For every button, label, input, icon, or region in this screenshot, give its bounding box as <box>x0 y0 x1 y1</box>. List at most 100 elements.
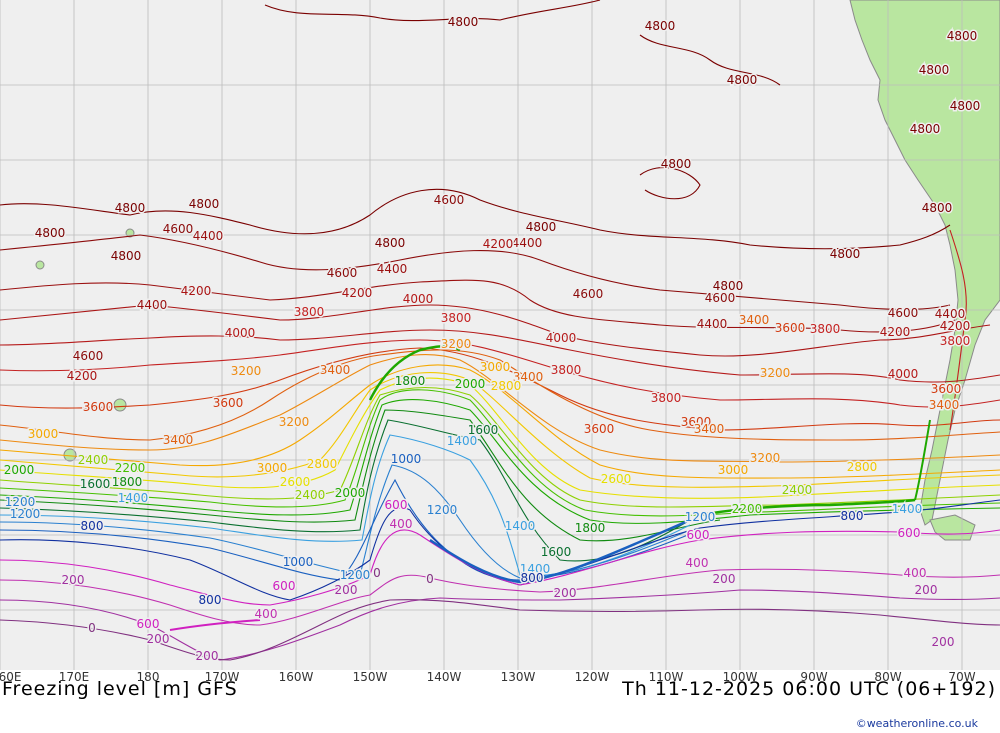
contour-label: 2600 <box>280 475 311 489</box>
longitude-tick: 180 <box>136 670 160 684</box>
contour-800 <box>0 499 1000 601</box>
ocean-background <box>0 0 1000 670</box>
contour-label: 2800 <box>307 457 338 471</box>
contour-label: 2600 <box>601 472 632 486</box>
contour-label: 4400 <box>697 317 728 331</box>
contour-label: 4400 <box>137 298 168 312</box>
contour-label: 4200 <box>67 369 98 383</box>
longitude-tick: 170E <box>58 670 90 684</box>
contour-2200 <box>0 389 1000 517</box>
contour-label: 2800 <box>491 379 522 393</box>
island <box>35 260 45 270</box>
contour-label: 2800 <box>847 460 878 474</box>
contour-label: 2400 <box>78 453 109 467</box>
longitude-tick: 170W <box>204 670 240 684</box>
contour-label: 0 <box>426 572 434 586</box>
contour-3000 <box>0 364 1000 479</box>
contour-label: 4600 <box>573 287 604 301</box>
contour-label: 3800 <box>810 322 841 336</box>
contour-label: 1800 <box>112 475 143 489</box>
freezing-level-map: 4800 4800 4800 4800 4800 4800 4800 4800 4800 4800… <box>0 0 1000 670</box>
contour-1400 <box>0 434 691 577</box>
contour-label: 2000 <box>455 377 486 391</box>
contour-label: 4200 <box>483 237 514 251</box>
contour-label: 400 <box>686 556 709 570</box>
map-datetime: Th 11-12-2025 06:00 UTC (06+192) <box>622 678 996 700</box>
contour-label: 3800 <box>651 391 682 405</box>
longitude-tick: 80W <box>874 670 902 684</box>
contour-label: 3800 <box>940 334 971 348</box>
contour-1800 <box>0 409 721 542</box>
contour-label: 4800 <box>35 226 66 240</box>
contour-label: 3200 <box>441 337 472 351</box>
contour-label: 200 <box>554 586 577 600</box>
contour-label: 2200 <box>115 461 146 475</box>
contour-600 <box>0 529 1000 606</box>
contour-label: 3600 <box>775 321 806 335</box>
contour-label: 1400 <box>520 562 551 576</box>
contour-4600 <box>0 234 951 311</box>
contour-label: 800 <box>81 519 104 533</box>
contour-1200 <box>0 464 691 579</box>
contour-4800-b <box>639 167 701 200</box>
contour-label: 4400 <box>935 307 966 321</box>
contour-label: 4000 <box>403 292 434 306</box>
contour-label: 400 <box>390 517 413 531</box>
longitude-tick: 150W <box>352 670 388 684</box>
contour-2600 <box>0 377 1000 499</box>
contour-label: 3000 <box>718 463 749 477</box>
contour-label: 2200 <box>732 502 763 516</box>
contour-label: 2400 <box>295 488 326 502</box>
contour-3800 <box>0 339 1000 408</box>
contour-label: 4800 <box>950 99 981 113</box>
contour-label: 1200 <box>427 503 458 517</box>
contour-label: 4800 <box>727 73 758 87</box>
contour-label: 1400 <box>118 491 149 505</box>
contour-400 <box>0 568 1000 626</box>
contour-label: 1200 <box>10 507 41 521</box>
longitude-tick: 140W <box>426 670 462 684</box>
contour-label: 4200 <box>342 286 373 300</box>
south-america-land <box>849 0 1000 526</box>
contour-label: 4800 <box>111 249 142 263</box>
contour-label: 400 <box>904 566 927 580</box>
contour-label: 4800 <box>947 29 978 43</box>
contour-label: 4800 <box>910 122 941 136</box>
contour-label: 1000 <box>391 452 422 466</box>
contour-2800 <box>0 372 1000 488</box>
map-canvas: 4800 4800 4800 4800 4800 4800 4800 4800 4800 4800… <box>0 0 1000 670</box>
contour-label: 2000 <box>335 486 366 500</box>
contour-label: 4600 <box>327 266 358 280</box>
longitude-tick: 70W <box>948 670 976 684</box>
contour-label: 4800 <box>115 201 146 215</box>
contour-label: 800 <box>199 593 222 607</box>
contour-label: 3200 <box>750 451 781 465</box>
contour-200 <box>0 589 1000 661</box>
contour-label: 4400 <box>512 236 543 250</box>
contour-label: 3400 <box>694 422 725 436</box>
contour-label: 200 <box>915 583 938 597</box>
contour-label: 3600 <box>213 396 244 410</box>
contour-label: 1800 <box>575 521 606 535</box>
contour-label: 4600 <box>73 349 104 363</box>
contour-label: 4200 <box>181 284 212 298</box>
contour-label: 3600 <box>931 382 962 396</box>
contour-label: 3600 <box>584 422 615 436</box>
contour-label: 4200 <box>880 325 911 339</box>
contour-label: 3600 <box>83 400 114 414</box>
contour-label: 3400 <box>320 363 351 377</box>
contour-label: 1200 <box>340 568 371 582</box>
contour-1000 <box>0 478 701 581</box>
contour-4200 <box>0 304 991 357</box>
contour-3400 <box>0 349 1000 441</box>
map-title: Freezing level [m] GFS <box>2 678 238 700</box>
credit-link[interactable]: ©weatheronline.co.uk <box>855 717 978 730</box>
contour-2000 <box>0 399 1000 524</box>
longitude-tick: 160W <box>278 670 314 684</box>
contour-label: 4800 <box>919 63 950 77</box>
contour-0 <box>0 599 1000 661</box>
contour-4400 <box>0 279 956 333</box>
contour-label: 4800 <box>661 157 692 171</box>
contour-lines <box>0 0 1000 661</box>
contour-label: 4800 <box>375 236 406 250</box>
